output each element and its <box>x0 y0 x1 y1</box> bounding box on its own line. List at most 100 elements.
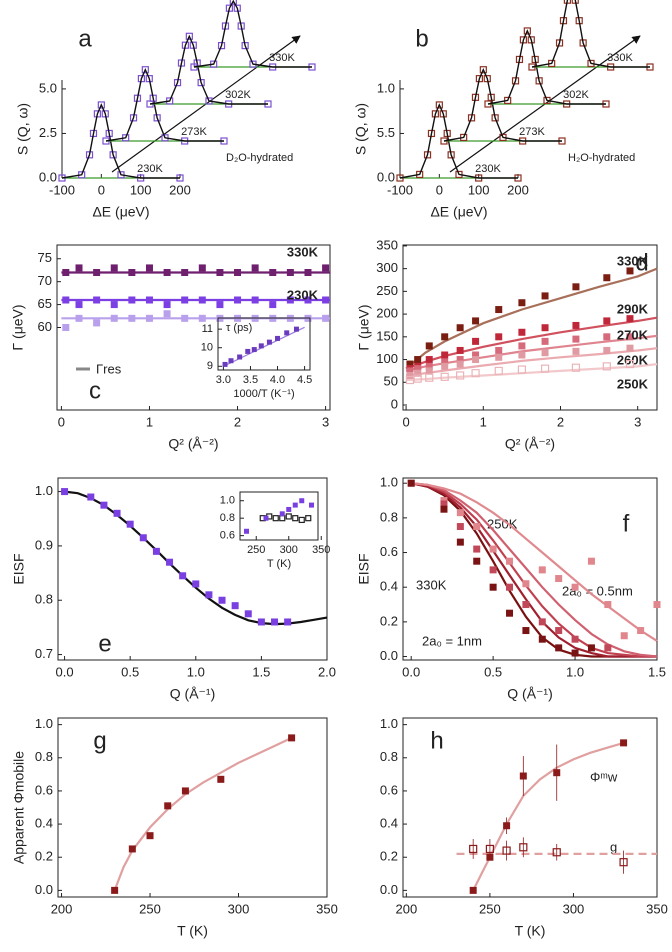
data-point <box>572 321 580 329</box>
y-tick-label: 100 <box>376 351 398 366</box>
data-point <box>222 361 228 367</box>
y-tick-label: 0.4 <box>380 816 398 831</box>
y-tick-label: 0.6 <box>220 530 235 542</box>
data-point <box>257 618 265 626</box>
series-label: 330K <box>269 52 295 64</box>
data-point <box>572 347 580 355</box>
data-point <box>62 269 70 276</box>
y-tick-label: 75 <box>38 250 52 265</box>
x-tick-label: 250 <box>479 901 501 916</box>
x-tick-label: 1 <box>146 414 153 429</box>
data-point <box>494 366 503 376</box>
y-axis-label: Γ (μeV) <box>10 304 26 350</box>
data-point <box>237 354 243 360</box>
data-point <box>456 346 464 354</box>
data-point <box>489 545 497 553</box>
data-point <box>440 505 448 513</box>
data-point <box>179 572 187 580</box>
data-point <box>299 498 305 504</box>
data-point <box>216 269 224 276</box>
data-point <box>285 513 292 520</box>
data-point <box>284 618 292 626</box>
data-point <box>263 515 269 521</box>
data-point <box>87 493 95 501</box>
data-point <box>245 348 251 354</box>
data-point <box>555 575 563 583</box>
data-point <box>61 488 69 496</box>
data-point <box>163 301 171 309</box>
data-point <box>503 822 511 830</box>
y-axis-label: Γ (μeV) <box>356 304 372 350</box>
data-point <box>489 583 497 591</box>
data-point <box>425 362 433 370</box>
data-point <box>185 32 193 40</box>
data-point <box>266 339 272 345</box>
x-tick-label: 0 <box>436 182 443 197</box>
data-point <box>625 359 635 369</box>
fit-line <box>410 482 657 658</box>
data-point <box>113 509 121 517</box>
spectrum-line <box>531 0 650 68</box>
data-point <box>472 317 480 325</box>
x-axis-label: T (K) <box>515 923 546 939</box>
y-tick-label: 0.8 <box>220 512 235 524</box>
data-point <box>205 591 213 599</box>
data-point <box>93 269 101 276</box>
data-point <box>141 66 149 74</box>
y-tick-label: 1.0 <box>220 495 235 507</box>
y-tick-label: 0.6 <box>380 782 398 797</box>
data-point <box>553 769 561 777</box>
y-axis-label: Apparent Φmobile <box>11 751 27 864</box>
data-point <box>145 264 153 272</box>
annotation: H₂O-hydrated <box>568 152 635 164</box>
data-point <box>181 296 189 304</box>
data-point <box>619 858 628 867</box>
y-tick-label: 1.0 <box>380 716 398 731</box>
x-tick-label: -100 <box>387 182 413 197</box>
data-point <box>279 515 286 522</box>
y-tick-label: 50 <box>384 374 398 389</box>
spectrum-line <box>399 103 518 179</box>
y-tick-label: 350 <box>376 237 398 252</box>
y-tick-label: 5.0 <box>39 80 57 95</box>
data-point <box>166 558 174 566</box>
data-point <box>502 846 511 855</box>
y-tick-label: 0.2 <box>380 613 398 628</box>
y-tick-label: 0.8 <box>35 592 53 607</box>
data-point <box>269 269 277 276</box>
data-point <box>425 356 433 364</box>
y-tick-label: 150 <box>376 328 398 343</box>
data-point <box>571 583 579 591</box>
series-label: 260K <box>617 352 649 367</box>
data-point <box>518 351 526 359</box>
data-point <box>322 296 330 304</box>
data-point <box>181 787 189 795</box>
data-point <box>75 301 83 309</box>
x-tick-label: 1.0 <box>187 664 205 679</box>
data-point <box>571 649 579 657</box>
data-point <box>538 566 546 574</box>
data-point <box>93 319 101 327</box>
data-point <box>587 557 595 565</box>
series-label: 330K <box>617 253 649 268</box>
x-tick-label: 250 <box>139 901 161 916</box>
data-point <box>217 775 225 783</box>
data-point <box>146 832 154 840</box>
data-point <box>304 296 312 304</box>
y-tick-label: 60 <box>38 319 52 334</box>
data-point <box>322 264 330 272</box>
panel-letter: g <box>93 727 106 754</box>
x-tick-label: 350 <box>312 544 330 556</box>
data-point <box>495 353 503 361</box>
data-point <box>251 347 257 353</box>
x-axis-label: T (K) <box>177 923 208 939</box>
data-point <box>441 358 449 366</box>
y-tick-label: 0.4 <box>35 816 53 831</box>
panel-letter: b <box>415 25 428 52</box>
y-tick-label: 1.0 <box>377 80 395 95</box>
data-point <box>469 844 478 854</box>
series-label: 273K <box>181 126 207 138</box>
data-point <box>472 337 480 345</box>
data-point <box>522 580 530 588</box>
data-point <box>192 580 200 588</box>
